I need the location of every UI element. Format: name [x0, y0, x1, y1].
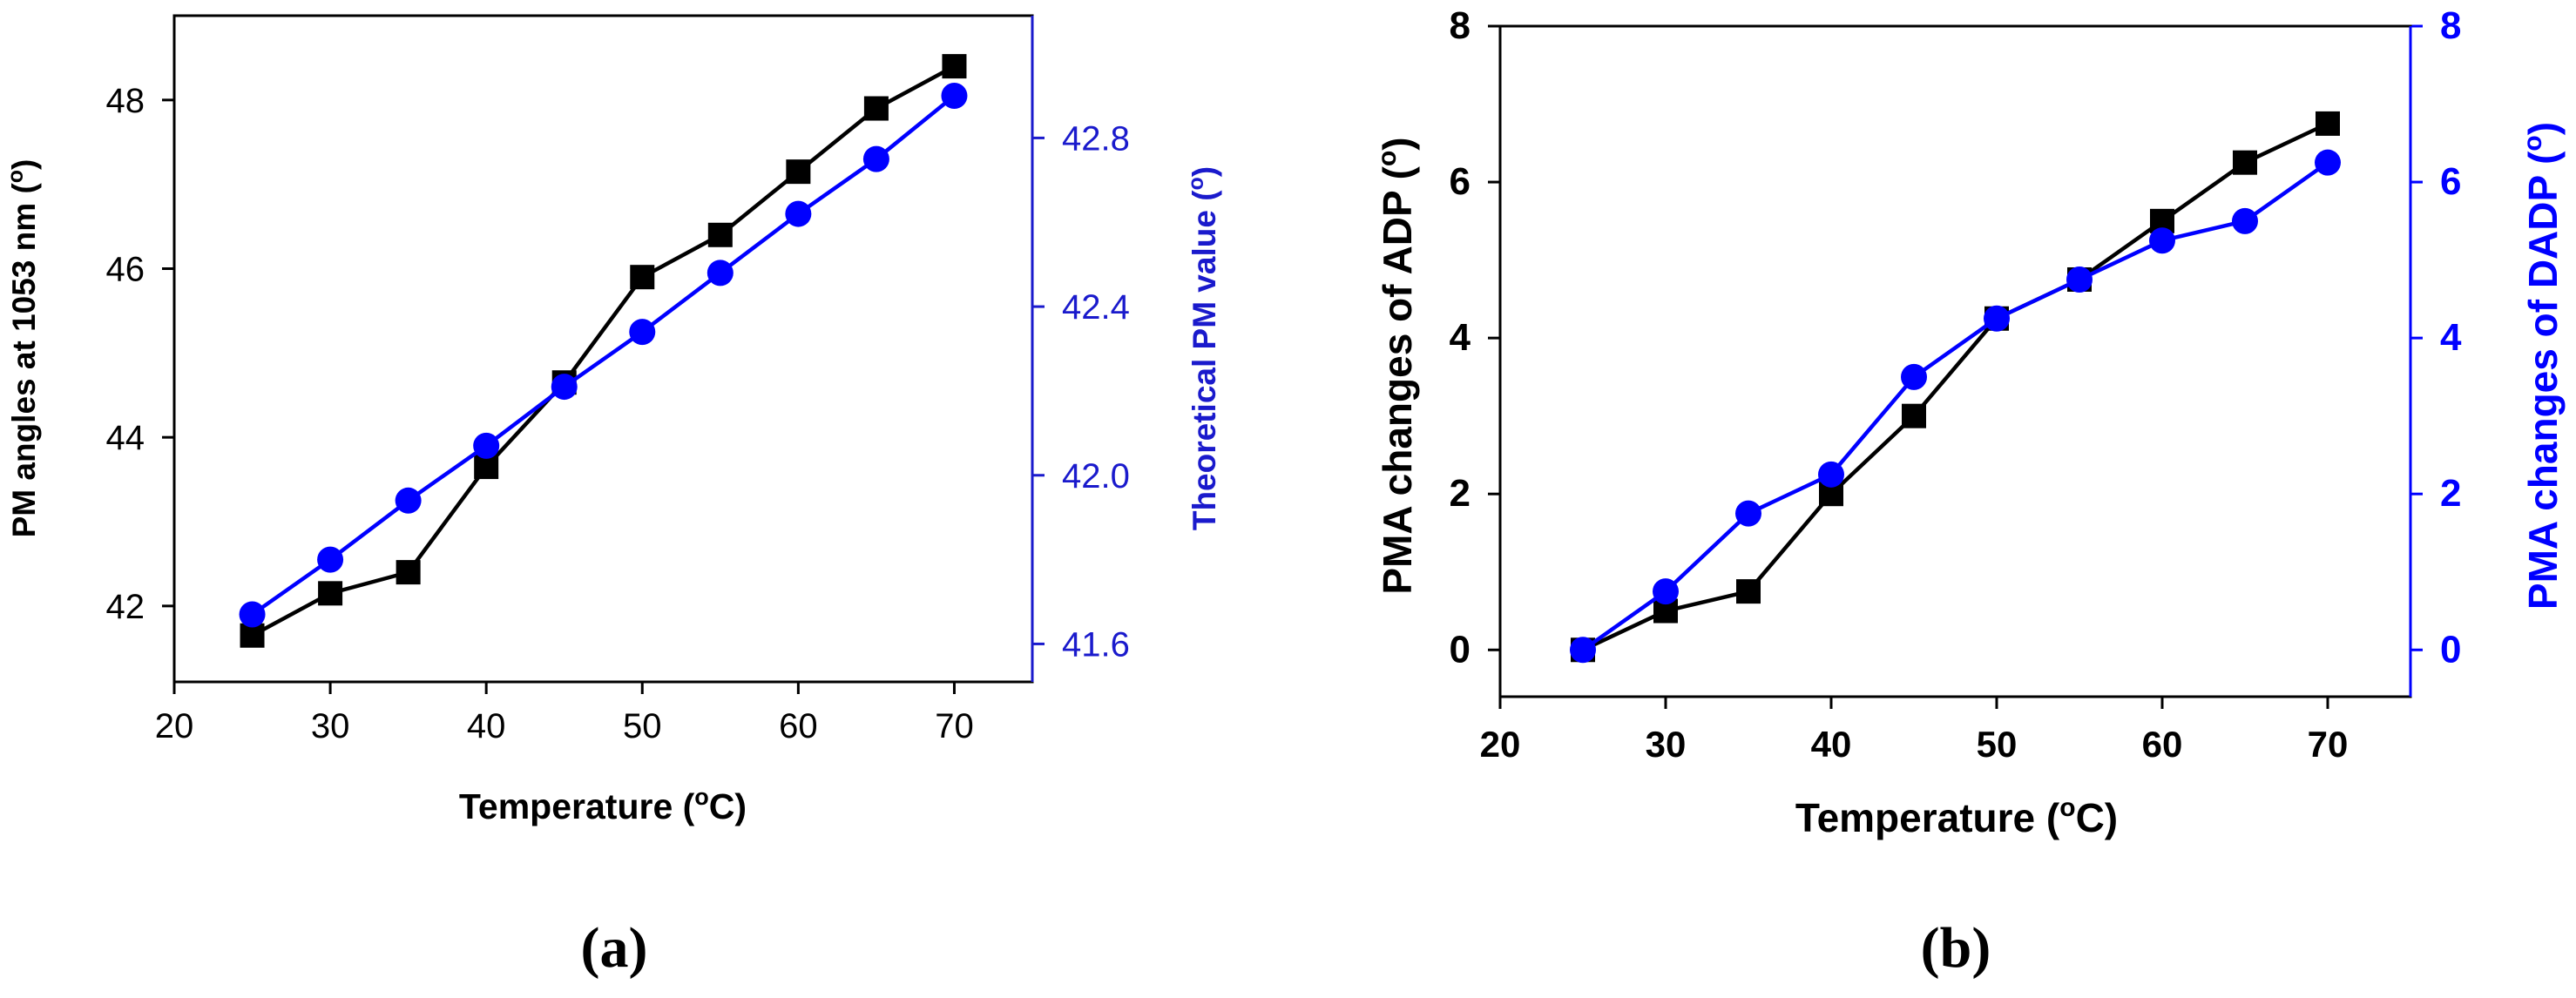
series-line-blue	[1581, 160, 2329, 652]
series-line-black	[251, 64, 956, 637]
data-point-square	[396, 560, 421, 585]
series-line-blue	[251, 94, 956, 617]
x-tick-label: 40	[1811, 724, 1852, 765]
panel-b-left-axis-title: PMA changes of ADP (o)	[1373, 137, 1420, 594]
panel-b-x-axis-title: Temperature (oC)	[1795, 793, 2118, 840]
right-y-tick-label: 8	[2440, 4, 2461, 47]
data-point-square	[630, 265, 655, 290]
data-point-circle	[1901, 363, 1927, 390]
x-tick-label: 50	[1977, 724, 2018, 765]
data-point-circle	[1735, 500, 1761, 527]
right-y-tick-label: 41.6	[1062, 625, 1130, 664]
data-point-circle	[785, 200, 812, 227]
right-y-tick-label: 42.4	[1062, 288, 1130, 327]
data-point-circle	[1570, 637, 1596, 664]
x-tick-label: 60	[2142, 724, 2183, 765]
data-point-circle	[395, 487, 422, 514]
data-point-circle	[2149, 227, 2175, 254]
left-y-tick-label: 48	[106, 82, 145, 120]
right-y-tick-label: 4	[2440, 316, 2462, 359]
data-point-square	[942, 54, 967, 79]
x-tick-label: 70	[935, 707, 974, 745]
x-tick-label: 20	[155, 707, 194, 745]
panel-a-x-axis-title: Temperature (oC)	[459, 784, 747, 826]
data-point-circle	[862, 145, 889, 172]
x-tick-label: 40	[467, 707, 506, 745]
data-point-square	[2316, 111, 2340, 136]
data-point-square	[786, 159, 811, 185]
data-point-circle	[473, 432, 500, 459]
left-y-tick-label: 8	[1450, 4, 1471, 47]
data-point-circle	[2066, 266, 2093, 293]
left-y-tick-label: 4	[1450, 316, 1471, 359]
x-tick-label: 20	[1480, 724, 1521, 765]
panel-a-label: (a)	[581, 916, 648, 980]
right-y-tick-label: 42.8	[1062, 119, 1130, 158]
panel-a-left-axis-title: PM angles at 1053 nm (o)	[3, 159, 42, 538]
data-point-circle	[629, 319, 656, 346]
panel-b-label: (b)	[1921, 916, 1991, 980]
x-tick-label: 70	[2308, 724, 2349, 765]
x-tick-label: 50	[623, 707, 662, 745]
left-y-tick-label: 44	[106, 419, 145, 457]
series-line-black	[1582, 121, 2329, 652]
panel-b-right-axis-title: PMA changes of DADP (o)	[2519, 122, 2566, 610]
right-y-tick-label: 2	[2440, 472, 2461, 515]
right-y-tick-label: 0	[2440, 628, 2461, 671]
data-point-square	[318, 581, 343, 606]
x-tick-label: 30	[1646, 724, 1687, 765]
panel-a-frame	[172, 14, 1034, 684]
panel-a-plot: 20 30 40 50 60 70 42 44 46 48 41.6 42.0 42.4 42.8	[106, 54, 1130, 745]
data-point-circle	[941, 82, 968, 109]
data-point-circle	[551, 374, 578, 401]
data-point-square	[2233, 150, 2257, 175]
data-point-circle	[1653, 578, 1679, 605]
data-point-circle	[239, 601, 266, 628]
data-point-circle	[317, 546, 344, 573]
data-point-circle	[707, 260, 734, 287]
data-point-circle	[2232, 207, 2258, 234]
x-tick-label: 60	[779, 707, 818, 745]
left-y-tick-label: 2	[1450, 472, 1471, 515]
data-point-square	[1736, 579, 1761, 604]
panel-b-frame	[1498, 24, 2412, 698]
right-y-tick-label: 42.0	[1062, 457, 1130, 496]
data-point-square	[707, 222, 733, 247]
right-y-tick-label: 6	[2440, 160, 2461, 203]
data-point-circle	[1984, 305, 2010, 332]
data-point-square	[1902, 403, 1926, 428]
data-point-square	[863, 96, 889, 121]
left-y-tick-label: 42	[106, 588, 145, 626]
left-y-tick-label: 46	[106, 251, 145, 289]
left-y-tick-label: 0	[1450, 628, 1471, 671]
data-point-circle	[2315, 149, 2341, 176]
panel-b-plot: 20 30 40 50 60 70 0 2 4 6 8 0 2 4 6 8	[1450, 4, 2462, 765]
chart-panel-a: 20 30 40 50 60 70 42 44 46 48 41.6 42.0 42.4 42.8 Tem…	[3, 14, 1222, 980]
left-y-tick-label: 6	[1450, 160, 1471, 203]
data-point-circle	[1818, 461, 1844, 488]
panel-a-right-axis-title: Theoretical PM value (o)	[1184, 166, 1222, 530]
x-tick-label: 30	[311, 707, 350, 745]
